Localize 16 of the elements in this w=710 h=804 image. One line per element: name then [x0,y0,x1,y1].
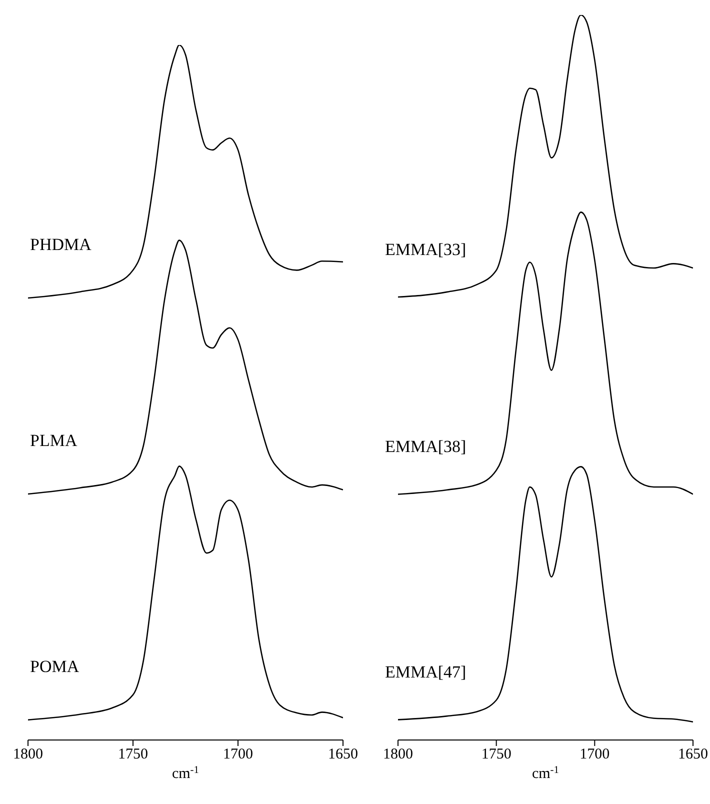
x-tick-label: 1800 [13,746,43,763]
series-label: EMMA[47] [385,662,466,682]
text: PLMA [30,430,78,450]
x-tick-label: 1700 [223,746,253,763]
x-axis-title: cm$^{-1}$ [532,764,560,782]
x-tick-label: 1800 [383,746,413,763]
x-axis-title: cm$^{-1}$ [172,764,200,782]
text: PHDMA [30,234,92,254]
x-tick-label: 1750 [481,746,512,763]
x-tick-label: 1700 [580,746,610,763]
x-tick-label: 1650 [328,746,358,763]
series-label: EMMA[38] [385,437,466,456]
x-tick-label: 1750 [118,746,148,763]
x-tick-label: 1650 [678,746,708,763]
text: POMA [30,656,80,676]
series-label: EMMA[33] [385,240,466,260]
